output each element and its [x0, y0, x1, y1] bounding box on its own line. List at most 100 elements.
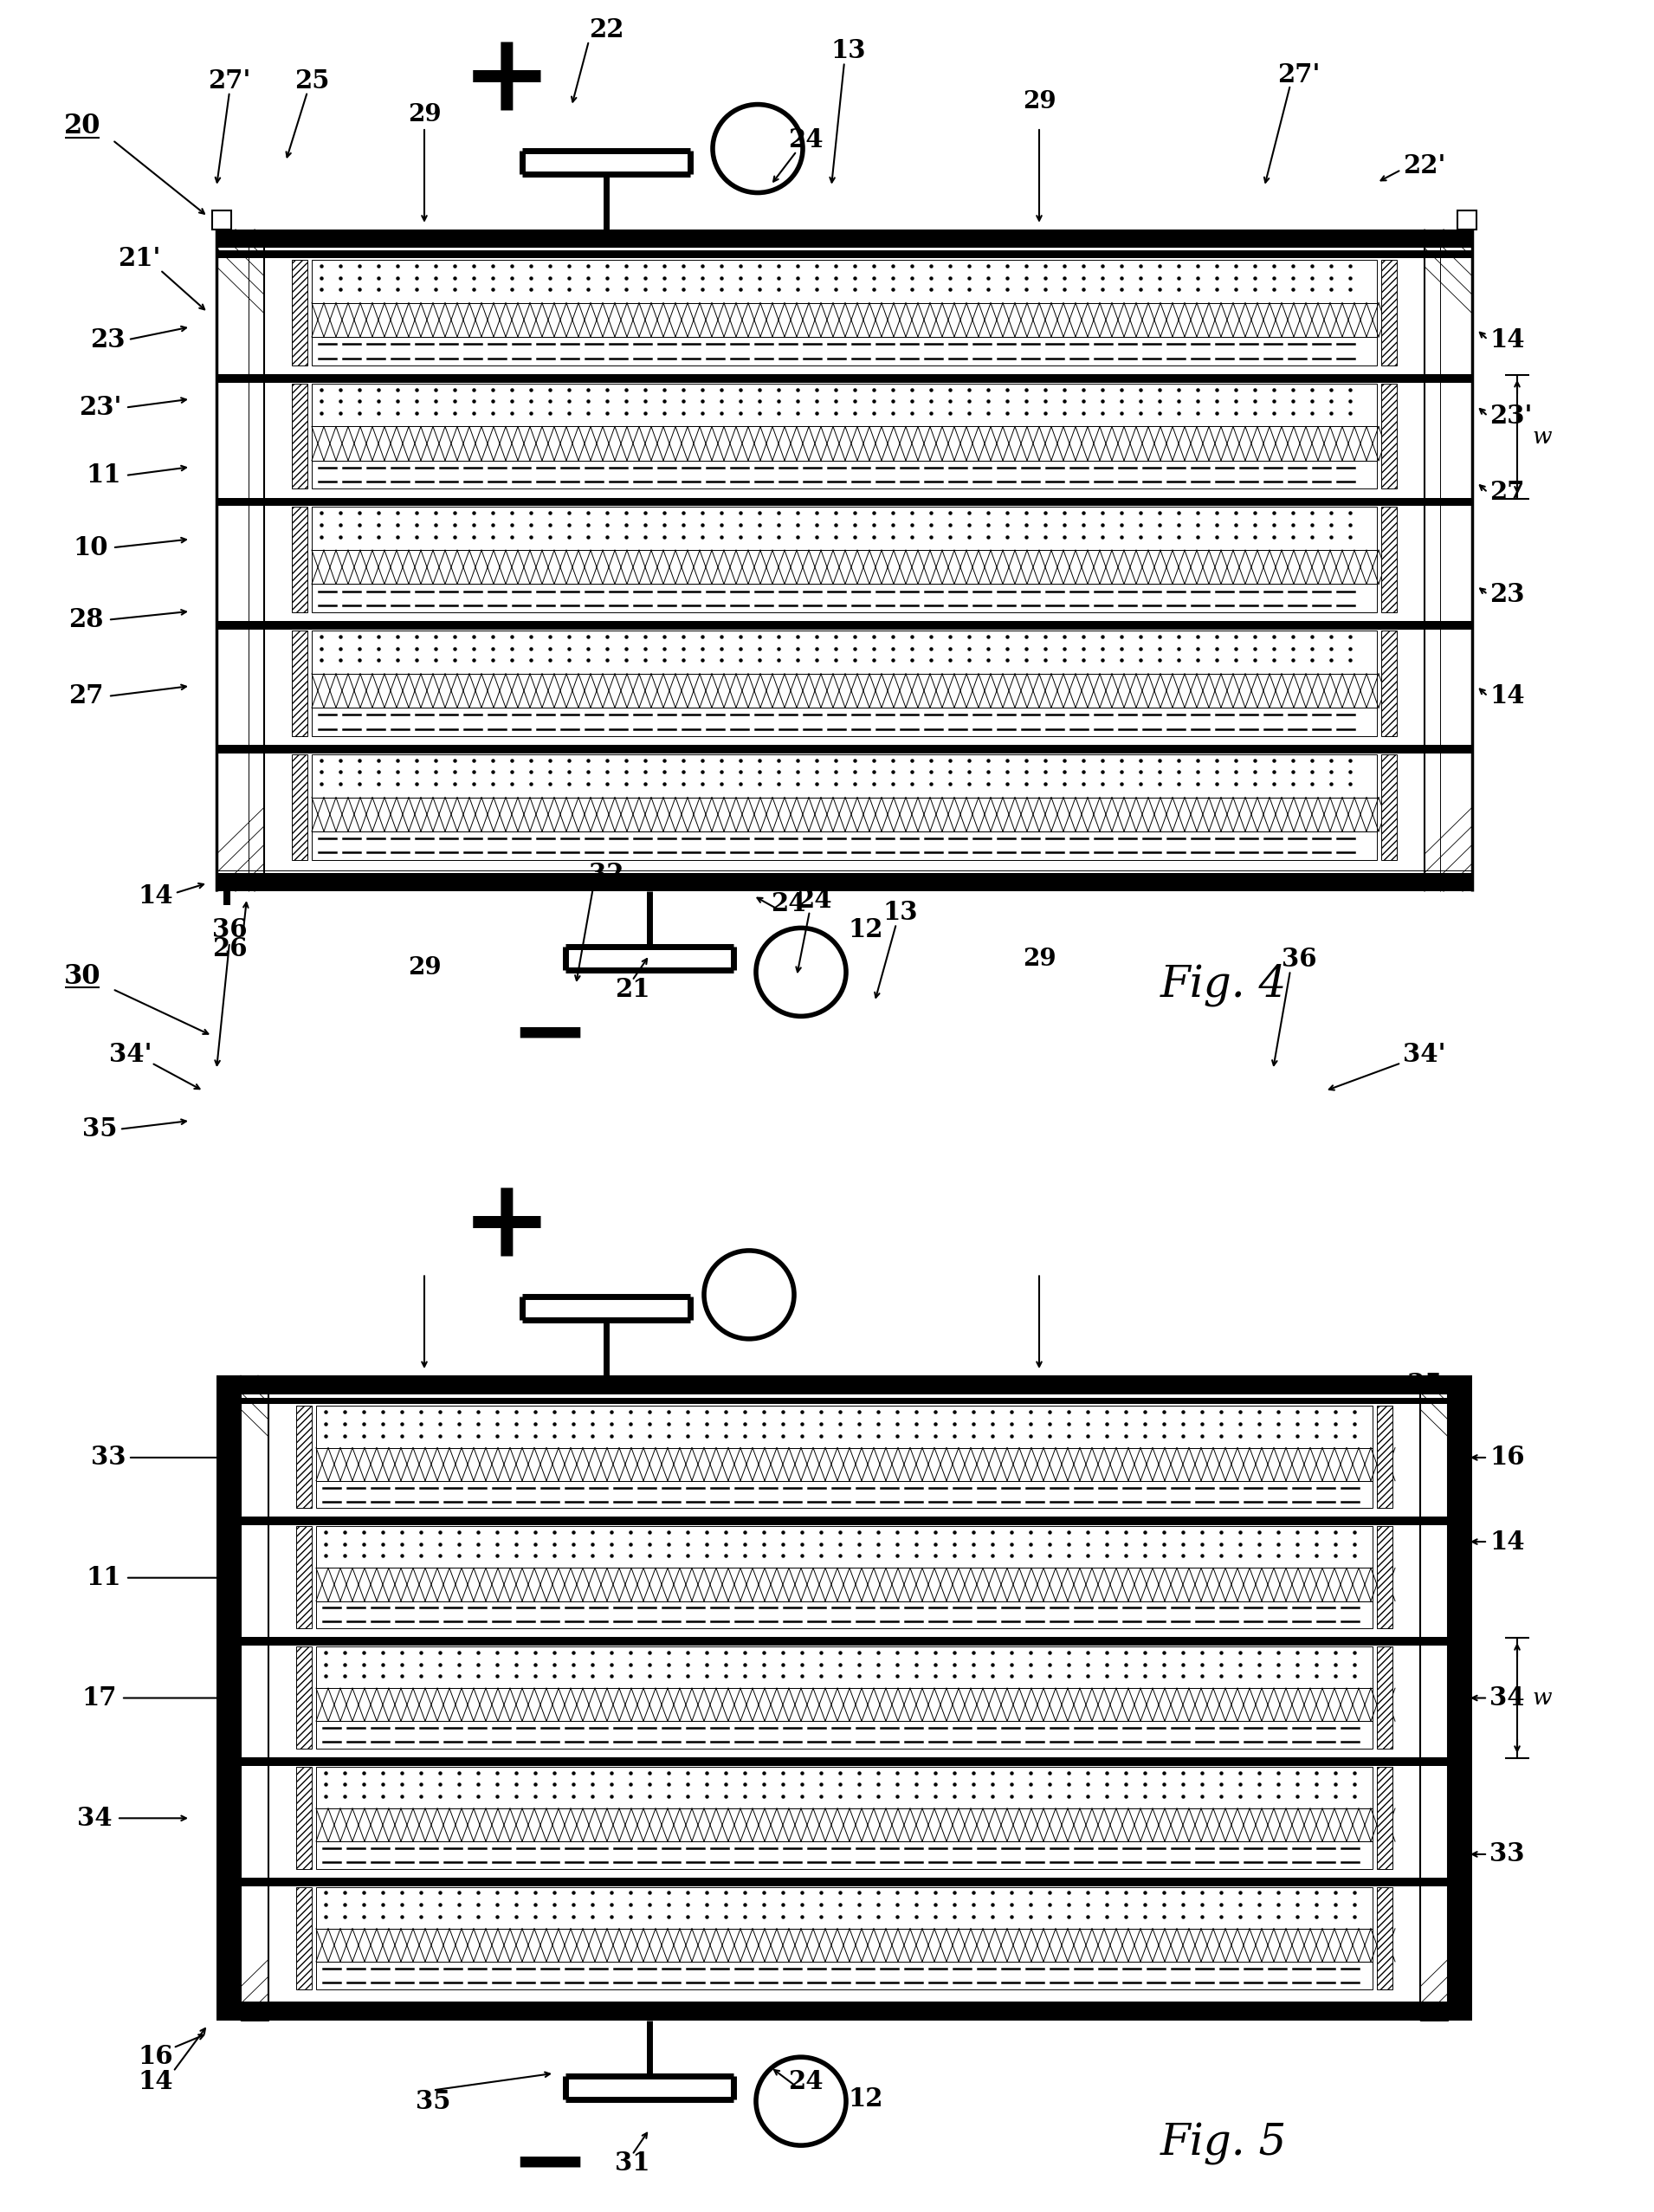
Text: 29: 29 — [407, 956, 442, 980]
Bar — [296, 1526, 311, 1628]
Bar — [217, 252, 1472, 259]
Text: 17: 17 — [81, 1686, 117, 1710]
Circle shape — [756, 2057, 847, 2146]
Bar — [217, 622, 1472, 628]
Bar — [296, 1646, 311, 1750]
Bar — [311, 584, 1376, 613]
Bar — [316, 1840, 1373, 1869]
Bar — [311, 832, 1376, 860]
Bar — [217, 1517, 1472, 1526]
Bar — [291, 259, 308, 365]
Text: 23': 23' — [78, 396, 121, 420]
Text: 29: 29 — [407, 104, 442, 126]
Bar — [311, 336, 1376, 365]
Text: 13: 13 — [830, 38, 867, 64]
Text: −: − — [509, 2119, 590, 2212]
Text: Fig. 5: Fig. 5 — [1161, 2124, 1287, 2166]
Text: 27: 27 — [69, 684, 104, 708]
Bar — [311, 259, 1376, 303]
Bar — [241, 1376, 268, 2020]
Text: w: w — [1533, 427, 1553, 447]
Text: 35: 35 — [1408, 1371, 1442, 1398]
Text: 20: 20 — [65, 113, 101, 139]
Text: 13: 13 — [883, 900, 918, 925]
Bar — [217, 374, 1472, 383]
Bar — [311, 507, 1376, 551]
Bar — [1376, 1407, 1393, 1509]
Bar — [316, 1688, 1373, 1721]
Bar — [217, 1637, 1472, 1646]
Bar — [217, 2002, 1472, 2020]
Text: 29: 29 — [1022, 947, 1055, 971]
Text: w: w — [1533, 1688, 1553, 1710]
Bar — [217, 1878, 1472, 1887]
Text: 14: 14 — [137, 883, 174, 909]
Text: 32: 32 — [589, 863, 624, 887]
Bar — [316, 1767, 1373, 1809]
Text: 23: 23 — [91, 327, 126, 352]
Bar — [217, 745, 1472, 754]
Circle shape — [705, 1250, 794, 1338]
Bar — [217, 1376, 1472, 1394]
Bar — [311, 675, 1376, 708]
Text: 34: 34 — [78, 1805, 112, 1832]
Bar — [217, 1376, 241, 2020]
Bar — [217, 498, 1472, 507]
Bar — [223, 889, 230, 905]
Bar — [316, 1809, 1373, 1840]
Bar — [217, 1756, 1472, 1765]
Text: 25: 25 — [294, 69, 329, 93]
Bar — [291, 630, 308, 737]
Bar — [217, 1637, 1472, 1646]
Bar — [316, 1447, 1373, 1480]
Text: 30: 30 — [65, 962, 101, 989]
Bar — [311, 303, 1376, 336]
Text: 26: 26 — [212, 936, 246, 962]
Circle shape — [756, 929, 847, 1015]
Bar — [316, 1480, 1373, 1509]
Bar — [1376, 1767, 1393, 1869]
Text: 11: 11 — [86, 1566, 121, 1590]
Text: 31: 31 — [615, 2150, 650, 2177]
Bar — [311, 754, 1376, 796]
Bar — [316, 1962, 1373, 1989]
Text: 24: 24 — [797, 887, 832, 914]
Text: 22': 22' — [1403, 153, 1446, 179]
Bar — [296, 1887, 311, 1989]
Bar — [1447, 1376, 1472, 2020]
Bar — [217, 622, 1472, 630]
Bar — [316, 1568, 1373, 1601]
Bar — [217, 1376, 241, 2020]
Bar — [217, 745, 1472, 752]
Text: 10: 10 — [73, 535, 108, 560]
Bar — [1460, 212, 1472, 226]
Text: 36: 36 — [1282, 947, 1317, 971]
Bar — [217, 1517, 1472, 1524]
Text: 12: 12 — [849, 2086, 883, 2110]
Text: 36: 36 — [212, 918, 246, 942]
Circle shape — [713, 104, 802, 192]
Bar — [217, 230, 1472, 248]
Text: 21': 21' — [117, 246, 160, 272]
Text: +: + — [461, 1175, 552, 1279]
Text: 33: 33 — [91, 1444, 126, 1471]
Bar — [311, 708, 1376, 737]
Bar — [316, 1929, 1373, 1962]
Bar — [316, 1526, 1373, 1568]
Bar — [217, 230, 1472, 248]
Text: 24: 24 — [787, 2068, 824, 2095]
Text: 27': 27' — [1277, 62, 1320, 86]
Text: +: + — [461, 29, 552, 133]
Text: 35: 35 — [81, 1117, 117, 1141]
Text: 21: 21 — [615, 975, 650, 1002]
Bar — [311, 796, 1376, 832]
Bar — [217, 1398, 1472, 1405]
Bar — [311, 551, 1376, 584]
Bar — [1376, 1526, 1393, 1628]
Bar — [1381, 754, 1398, 860]
Text: 11: 11 — [86, 462, 121, 489]
Bar — [316, 1601, 1373, 1628]
Bar — [217, 374, 1472, 383]
Bar — [311, 460, 1376, 489]
Bar — [217, 1878, 1472, 1885]
